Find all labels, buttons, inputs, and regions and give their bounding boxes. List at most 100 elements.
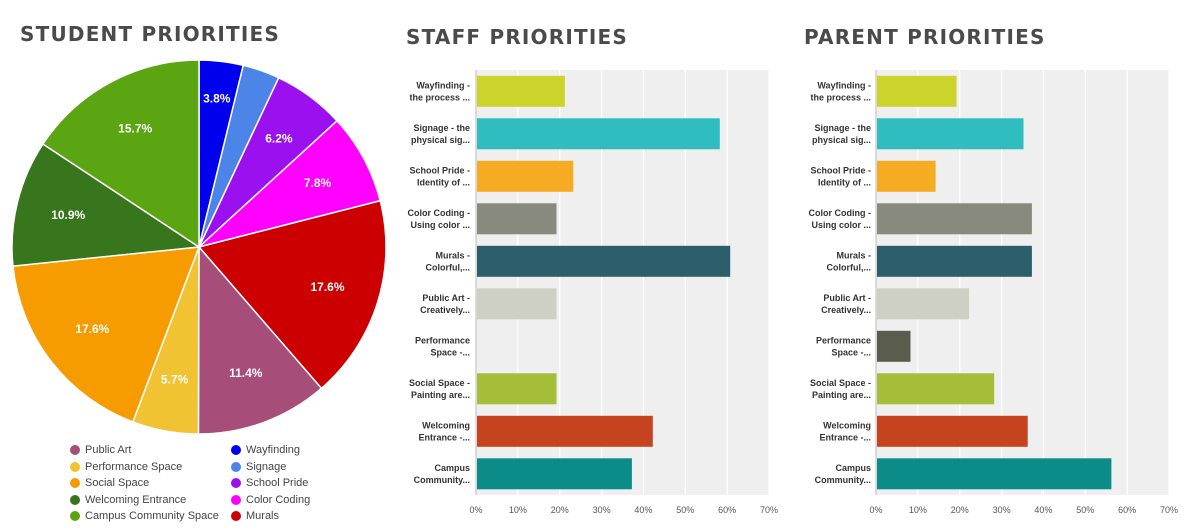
parent-bar xyxy=(877,203,1032,235)
pie-slice-murals xyxy=(197,199,387,390)
pie-slice-label: 6.2% xyxy=(265,132,293,146)
parent-x-tick-label: 10% xyxy=(909,505,927,515)
legend-swatch xyxy=(231,461,241,472)
staff-bar xyxy=(477,288,557,320)
staff-x-tick-label: 20% xyxy=(551,505,569,515)
student-chart-title: STUDENT PRIORITIES xyxy=(20,22,280,46)
staff-category-label: physical sig... xyxy=(411,135,470,145)
legend-label: Campus Community Space xyxy=(85,510,219,522)
pie-slice-label: 5.7% xyxy=(161,372,189,386)
legend-swatch xyxy=(231,445,241,455)
staff-category-label: Campus xyxy=(434,463,470,473)
staff-x-tick-label: 50% xyxy=(676,505,694,515)
parent-category-label: Using color ... xyxy=(811,220,871,230)
pie-slice-label: 10.9% xyxy=(51,208,85,222)
staff-category-label: Social Space - xyxy=(409,378,470,388)
pie-slice-welcoming-entrance xyxy=(11,142,202,267)
staff-x-tick-label: 0% xyxy=(469,505,482,515)
parent-category-label: Murals - xyxy=(836,250,871,260)
student-pie-chart: 3.8% 6.2% 7.8% 17.6% 11.4% 5.7% 17.6% 10.9% 15.7… xyxy=(11,59,387,435)
staff-bar xyxy=(477,118,720,150)
parent-x-tick-label: 70% xyxy=(1160,505,1178,515)
parent-category-label: Space -... xyxy=(831,347,871,357)
parent-category-label: Performance xyxy=(816,335,871,345)
parent-bar xyxy=(877,75,957,107)
legend-label: Wayfinding xyxy=(246,444,301,456)
parent-x-tick-label: 50% xyxy=(1076,505,1094,515)
pie-slice-public-art xyxy=(197,244,323,435)
pie-slice-label: 3.8% xyxy=(203,92,231,106)
parent-category-label: the process ... xyxy=(810,92,871,102)
staff-category-label: Color Coding - xyxy=(408,208,471,218)
parent-category-label: Public Art - xyxy=(823,293,871,303)
parent-category-label: Community... xyxy=(815,475,871,485)
staff-chart-title: STAFF PRIORITIES xyxy=(406,25,628,49)
staff-category-label: Public Art - xyxy=(422,293,470,303)
parent-bar xyxy=(877,415,1028,447)
pie-slice-label: 15.7% xyxy=(118,121,152,135)
parent-category-label: Color Coding - xyxy=(809,208,872,218)
parent-bar xyxy=(877,118,1024,150)
parent-category-label: Entrance -... xyxy=(819,432,871,442)
staff-category-label: Space -... xyxy=(430,347,470,357)
staff-category-label: Using color ... xyxy=(410,220,470,230)
staff-category-label: Creatively... xyxy=(420,305,470,315)
staff-category-label: Community... xyxy=(414,475,470,485)
pie-slice-color-coding xyxy=(198,119,382,248)
parent-x-tick-label: 20% xyxy=(951,505,969,515)
parent-category-label: Social Space - xyxy=(810,378,871,388)
pie-slice-label: 17.6% xyxy=(310,280,344,294)
legend-swatch xyxy=(70,494,80,505)
legend-swatch xyxy=(231,478,241,488)
parent-x-tick-label: 60% xyxy=(1118,505,1136,515)
pie-slice-campus-community-space xyxy=(41,59,200,249)
legend-label: School Pride xyxy=(246,477,309,489)
parent-bar-chart: 0% 10% 20% 30% 40% 50% 60% 70% Wayfinding - the p… xyxy=(809,70,1178,515)
parent-bar xyxy=(877,458,1112,490)
parent-x-tick-label: 30% xyxy=(993,505,1011,515)
legend-label: Social Space xyxy=(85,477,150,489)
staff-bar-chart: 0% 10% 20% 30% 40% 50% 60% 70% Wayfinding - the p… xyxy=(408,70,778,515)
staff-x-tick-label: 40% xyxy=(634,505,652,515)
parent-category-label: Welcoming xyxy=(823,420,871,430)
parent-category-label: physical sig... xyxy=(812,135,871,145)
parent-x-tick-label: 40% xyxy=(1034,505,1052,515)
parent-category-label: Colorful,... xyxy=(827,262,872,272)
parent-category-label: Creatively... xyxy=(821,305,871,315)
staff-category-label: Wayfinding - xyxy=(416,80,470,90)
staff-category-label: Identity of ... xyxy=(417,177,470,187)
parent-bar xyxy=(877,245,1032,277)
staff-bar xyxy=(477,415,653,447)
staff-x-tick-label: 60% xyxy=(718,505,736,515)
legend-label: Signage xyxy=(246,460,287,473)
staff-bar xyxy=(477,245,731,277)
parent-bar xyxy=(877,330,911,362)
legend-swatch xyxy=(70,445,80,455)
legend-swatch xyxy=(70,461,80,472)
parent-bar xyxy=(877,160,936,192)
staff-x-tick-label: 30% xyxy=(593,505,611,515)
parent-category-label: Campus xyxy=(835,463,871,473)
staff-category-label: Welcoming xyxy=(422,420,470,430)
legend-swatch xyxy=(70,511,80,521)
parent-bar xyxy=(877,373,995,405)
staff-category-label: School Pride - xyxy=(409,165,470,175)
staff-category-label: Entrance -... xyxy=(418,432,470,442)
parent-x-tick-label: 0% xyxy=(869,505,882,515)
staff-bar xyxy=(477,458,632,490)
legend-swatch xyxy=(70,478,80,488)
pie-slice-social-space xyxy=(12,246,201,423)
pie-slice-label: 7.8% xyxy=(304,176,332,190)
pie-slice-label: 11.4% xyxy=(229,366,263,380)
parent-category-label: School Pride - xyxy=(810,165,871,175)
legend-label: Performance Space xyxy=(85,460,183,473)
staff-category-label: Performance xyxy=(415,335,470,345)
legend-label: Murals xyxy=(246,510,280,522)
staff-bar xyxy=(477,75,565,107)
parent-bar xyxy=(877,288,970,320)
staff-category-label: Colorful,... xyxy=(426,262,471,272)
legend-label: Public Art xyxy=(85,444,132,456)
staff-bar xyxy=(477,203,557,235)
legend-label: Welcoming Entrance xyxy=(85,493,187,506)
parent-category-label: Painting are... xyxy=(812,390,871,400)
